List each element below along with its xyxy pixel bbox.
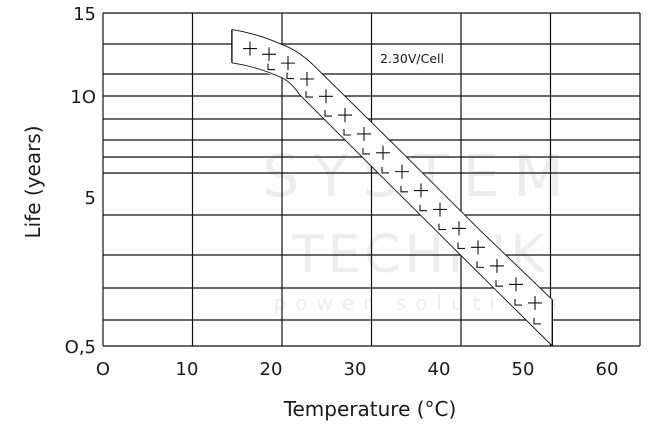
edge-marker <box>476 261 484 268</box>
edge-marker <box>267 63 275 71</box>
plus-marker <box>414 183 428 198</box>
plus-marker <box>338 108 352 123</box>
x-tick-label: 40 <box>428 359 451 380</box>
annotation-voltage: 2.30V/Cell <box>380 51 444 66</box>
edge-marker <box>400 185 408 193</box>
edge-marker <box>324 110 332 117</box>
y-tick-labels: 15 1O 5 O,5 <box>65 4 96 358</box>
y-tick-label: 1O <box>70 87 96 108</box>
edge-marker <box>533 317 541 325</box>
plus-marker <box>452 221 466 236</box>
edge-marker <box>305 91 313 98</box>
edge-marker <box>286 72 294 80</box>
plus-marker <box>395 164 409 179</box>
x-tick-label: 30 <box>344 359 367 380</box>
edge-marker <box>495 280 503 287</box>
x-tick-label: 60 <box>596 359 619 380</box>
y-axis-label: Life (years) <box>21 125 45 238</box>
plus-marker <box>471 240 485 255</box>
grid <box>102 12 641 347</box>
band-lower-boundary <box>231 62 553 347</box>
plus-marker <box>509 277 523 292</box>
x-tick-label: 20 <box>260 359 283 380</box>
plus-marker <box>243 41 257 56</box>
x-tick-labels: O 10 20 30 40 50 60 <box>96 359 619 380</box>
edge-marker <box>343 128 351 136</box>
edge-marker <box>457 242 465 250</box>
plus-marker <box>319 89 333 104</box>
x-tick-label: O <box>96 359 110 380</box>
plus-marker <box>357 126 371 141</box>
edge-marker <box>514 299 522 306</box>
y-tick-label: O,5 <box>65 337 96 358</box>
edge-marker <box>419 204 427 212</box>
y-tick-label: 15 <box>73 4 96 25</box>
band-upper-boundary <box>231 29 553 300</box>
x-tick-label: 50 <box>512 359 535 380</box>
plus-marker <box>433 202 447 217</box>
edge-marker <box>362 147 370 155</box>
plus-marker <box>281 56 295 71</box>
x-tick-label: 10 <box>176 359 199 380</box>
y-tick-label: 5 <box>85 188 96 209</box>
plus-marker <box>490 258 504 273</box>
plus-marker <box>262 47 276 62</box>
edge-marker <box>381 166 389 174</box>
plus-marker <box>300 72 314 87</box>
x-axis-label: Temperature (°C) <box>283 397 457 421</box>
band-fill <box>231 29 553 346</box>
plus-marker <box>376 145 390 160</box>
band-markers <box>243 41 542 325</box>
plus-marker <box>528 295 542 310</box>
life-band <box>231 29 553 347</box>
edge-marker <box>438 223 446 231</box>
